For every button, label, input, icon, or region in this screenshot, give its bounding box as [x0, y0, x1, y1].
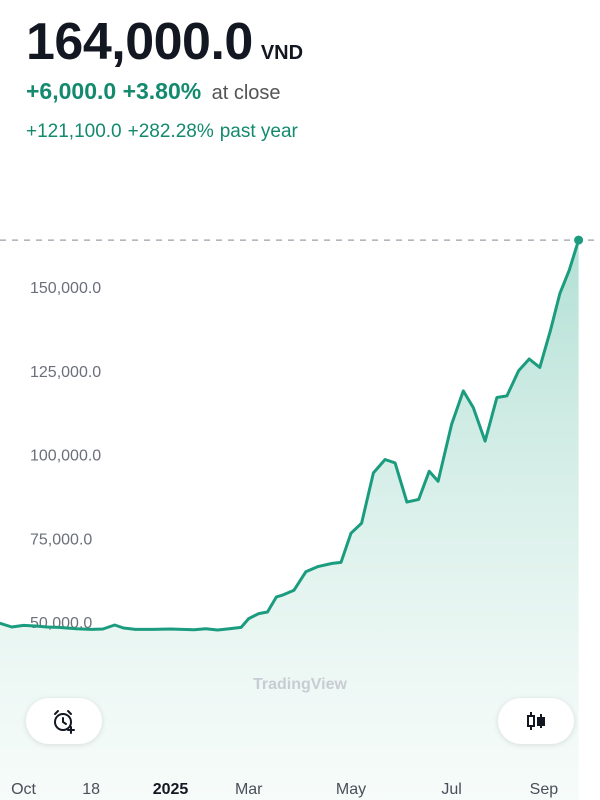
yearly-change-pct: +282.28% — [127, 121, 214, 142]
daily-change-label: at close — [211, 82, 281, 104]
yearly-change-label: past year — [219, 121, 298, 142]
daily-change: +6,000.0 +3.80% at close — [26, 78, 304, 105]
y-tick-label: 150,000.0 — [30, 280, 101, 297]
add-alarm-icon — [54, 710, 75, 734]
currency-label: VND — [260, 42, 304, 64]
price-line — [0, 238, 581, 632]
x-tick-label: Sep — [530, 781, 559, 798]
x-tick-label: 18 — [82, 781, 100, 798]
last-price-dot — [574, 235, 584, 245]
current-price: 164,000.0 — [26, 13, 253, 71]
x-tick-label: 2025 — [153, 781, 189, 798]
daily-change-pct: +3.80% — [122, 78, 202, 104]
y-tick-label: 100,000.0 — [30, 448, 101, 465]
x-tick-label: Oct — [11, 781, 36, 798]
chart-type-button[interactable] — [498, 698, 574, 744]
yearly-change: +121,100.0 +282.28% past year — [26, 121, 304, 143]
tradingview-watermark: TradingView — [253, 676, 348, 693]
yearly-change-abs: +121,100.0 — [26, 121, 122, 142]
price-row: 164,000.0 VND — [26, 12, 304, 72]
x-tick-label: May — [336, 781, 366, 798]
x-tick-label: Jul — [441, 781, 461, 798]
daily-change-abs: +6,000.0 — [26, 78, 117, 104]
candlestick-icon — [527, 712, 545, 730]
y-tick-label: 75,000.0 — [30, 531, 92, 548]
y-tick-label: 125,000.0 — [30, 364, 101, 381]
price-area-fill — [0, 240, 579, 800]
add-alert-button[interactable] — [26, 698, 102, 744]
price-header: 164,000.0 VND +6,000.0 +3.80% at close +… — [26, 12, 304, 143]
x-tick-label: Mar — [235, 781, 263, 798]
